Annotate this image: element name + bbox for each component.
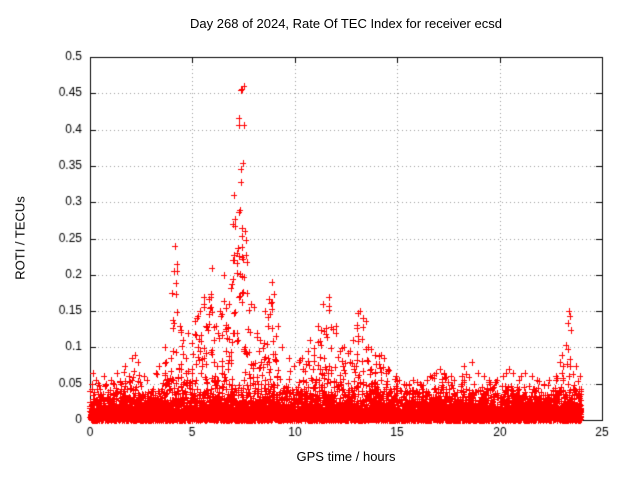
chart-title: Day 268 of 2024, Rate Of TEC Index for r…	[190, 16, 502, 31]
x-axis-label: GPS time / hours	[296, 449, 396, 464]
y-axis-label: ROTI / TECUs	[12, 196, 28, 280]
